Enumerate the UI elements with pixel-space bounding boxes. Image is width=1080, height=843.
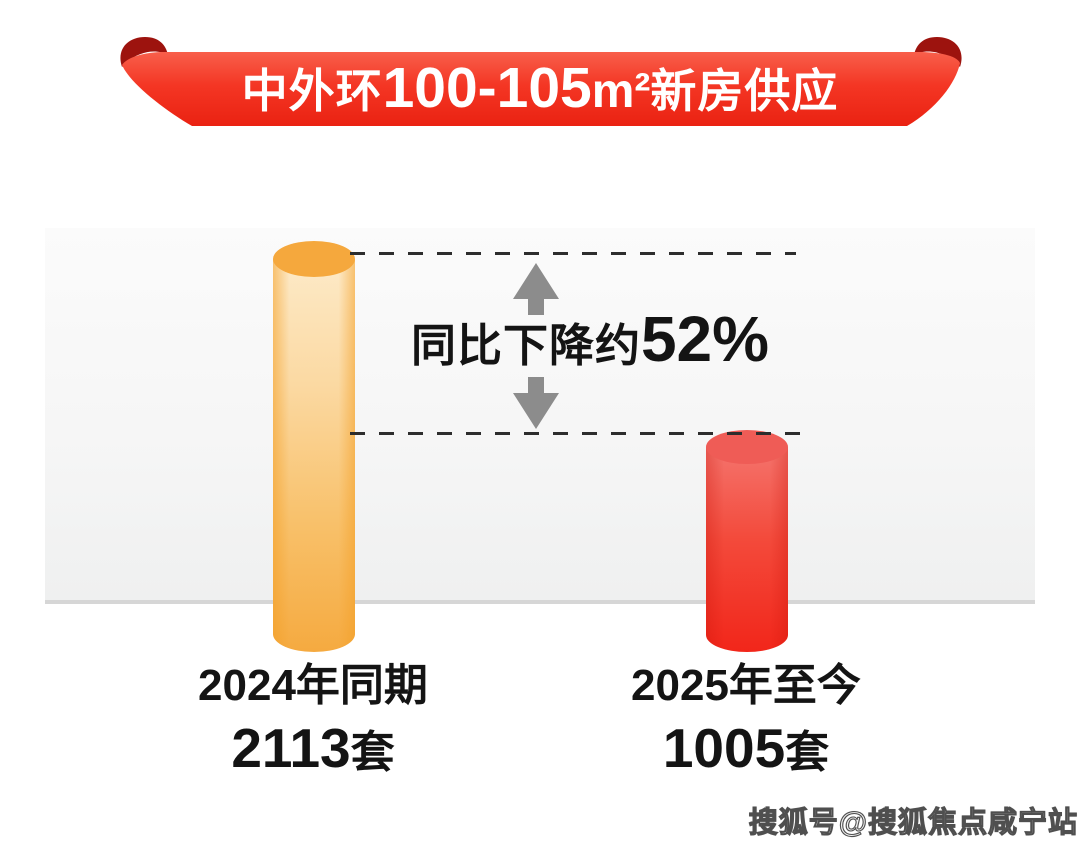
up-arrow-icon: [513, 263, 559, 315]
title-area-unit: m²: [591, 65, 651, 118]
dashed-line-top: [350, 252, 796, 255]
bar-2025-cylinder-cap: [706, 430, 788, 464]
title-suffix: 新房供应: [650, 65, 839, 117]
ribbon-left-curl: [120, 37, 168, 67]
bar-2025-period: 2025年至今: [631, 661, 861, 710]
bar-2025-label: 2025年至今 1005套: [556, 660, 936, 780]
bar-2025-unit: 套: [785, 727, 830, 777]
bar-2024-count: 2113: [231, 716, 351, 779]
bar-2025-cylinder: [706, 430, 788, 652]
dashed-line-bottom: [350, 432, 805, 435]
bar-2025-cylinder-body: [706, 447, 788, 652]
bar-2024-count-line: 2113套: [123, 717, 503, 780]
yoy-decline-label: 同比下降约: [410, 320, 641, 371]
title-prefix: 中外环: [241, 65, 383, 117]
bar-2025-count-line: 1005套: [556, 717, 936, 780]
bar-2025-count: 1005: [662, 716, 786, 779]
title-area-range: 100-105: [382, 56, 592, 120]
title-ribbon: [120, 37, 962, 126]
watermark: 搜狐号@搜狐焦点咸宁站: [748, 806, 1078, 839]
bar-2024-cylinder-cap: [273, 241, 355, 277]
page-title: 中外环100-105m²新房供应: [150, 50, 930, 126]
ribbon-body: [122, 52, 960, 126]
down-arrow-icon: [513, 377, 559, 429]
bar-2024-cylinder: [273, 241, 355, 652]
yoy-decline-value: 52%: [640, 303, 770, 375]
bar-2024-cylinder-body: [273, 259, 355, 652]
ribbon-right-curl: [914, 37, 962, 67]
yoy-decline-annotation: 同比下降约52%: [380, 303, 800, 375]
bar-2024-label: 2024年同期 2113套: [123, 660, 503, 780]
bar-2024-period: 2024年同期: [198, 661, 428, 710]
bar-2024-unit: 套: [350, 727, 395, 777]
